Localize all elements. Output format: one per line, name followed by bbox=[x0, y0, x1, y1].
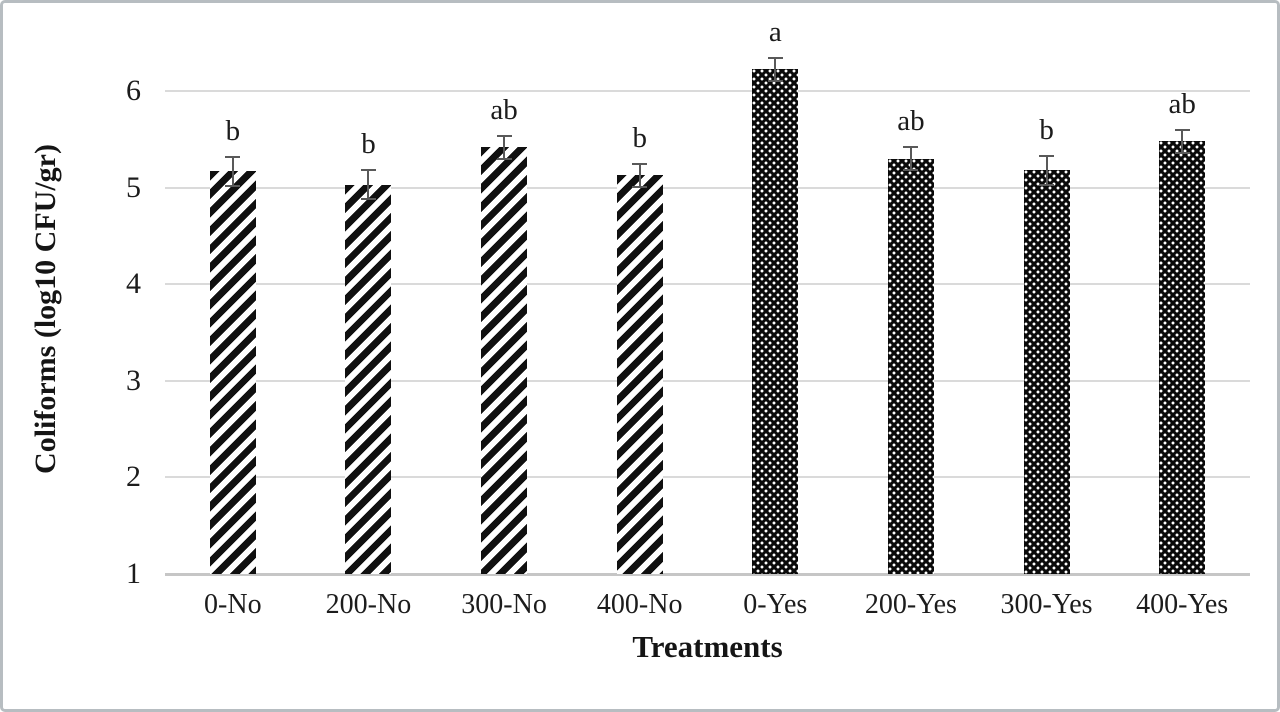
error-bar-line bbox=[1045, 154, 1048, 186]
gridline bbox=[165, 186, 1250, 189]
plot-area: b b ab b a ab b ab bbox=[165, 16, 1250, 576]
significance-letter: a bbox=[768, 15, 782, 48]
error-bar bbox=[767, 56, 783, 82]
error-bar bbox=[1039, 154, 1055, 186]
y-tick-label: 5 bbox=[126, 170, 141, 204]
error-bar-bottom-cap bbox=[225, 184, 241, 187]
error-bar-line bbox=[909, 146, 912, 172]
error-bar-line bbox=[503, 134, 506, 160]
y-axis-tick-labels: 1 2 3 4 5 6 bbox=[78, 43, 165, 590]
bar bbox=[887, 158, 934, 574]
error-bar bbox=[632, 162, 648, 188]
y-tick-label: 2 bbox=[126, 460, 141, 494]
error-bar-bottom-cap bbox=[767, 79, 783, 82]
x-tick-label: 400-No bbox=[596, 589, 683, 620]
error-bar-line bbox=[638, 162, 641, 188]
error-bar-line bbox=[1181, 128, 1184, 155]
significance-letter: b bbox=[361, 128, 376, 161]
x-tick-label: 0-No bbox=[204, 589, 262, 620]
bar bbox=[1023, 170, 1070, 574]
gridline bbox=[165, 476, 1250, 479]
error-bar bbox=[496, 134, 512, 160]
error-bar-top-cap bbox=[1039, 154, 1055, 157]
error-bar bbox=[360, 169, 376, 201]
error-bar-line bbox=[367, 169, 370, 201]
x-axis-title: Treatments bbox=[632, 629, 783, 664]
significance-letter: ab bbox=[490, 93, 518, 126]
y-tick-label: 4 bbox=[126, 267, 141, 301]
x-tick-label: 300-No bbox=[461, 589, 547, 620]
error-bar-top-cap bbox=[496, 134, 512, 137]
bar bbox=[481, 147, 528, 574]
error-bar bbox=[1174, 128, 1190, 155]
error-bar-top-cap bbox=[903, 146, 919, 149]
error-bar-line bbox=[774, 56, 777, 82]
x-tick-label: 0-Yes bbox=[743, 589, 808, 620]
error-bar-line bbox=[231, 155, 234, 187]
error-bar-bottom-cap bbox=[1039, 183, 1055, 186]
significance-letter: b bbox=[632, 121, 647, 154]
error-bar-top-cap bbox=[632, 162, 648, 165]
bar bbox=[1159, 141, 1206, 574]
y-tick-label: 3 bbox=[126, 363, 141, 397]
x-axis-line bbox=[165, 573, 1250, 576]
error-bar-top-cap bbox=[225, 155, 241, 158]
gridline bbox=[165, 283, 1250, 286]
error-bar-top-cap bbox=[360, 169, 376, 172]
y-tick-label: 6 bbox=[126, 74, 141, 108]
x-tick-label: 300-Yes bbox=[1000, 589, 1093, 620]
x-tick-label: 400-Yes bbox=[1136, 589, 1229, 620]
error-bar-bottom-cap bbox=[360, 198, 376, 201]
error-bar bbox=[225, 155, 241, 187]
bar bbox=[616, 175, 663, 574]
error-bar-bottom-cap bbox=[903, 169, 919, 172]
error-bar-bottom-cap bbox=[496, 157, 512, 160]
bar bbox=[752, 69, 799, 574]
bar bbox=[345, 184, 392, 574]
error-bar-top-cap bbox=[767, 56, 783, 59]
x-tick-label: 200-Yes bbox=[864, 589, 957, 620]
significance-letter: b bbox=[225, 114, 241, 147]
error-bar-bottom-cap bbox=[1174, 152, 1190, 155]
significance-letter: ab bbox=[1168, 87, 1196, 120]
significance-letter: b bbox=[1039, 113, 1054, 146]
error-bar-bottom-cap bbox=[632, 185, 648, 188]
significance-letter: ab bbox=[897, 105, 925, 138]
gridline bbox=[165, 379, 1250, 382]
error-bar-top-cap bbox=[1174, 128, 1190, 131]
y-tick-label: 1 bbox=[126, 557, 141, 590]
gridline bbox=[165, 90, 1250, 93]
error-bar bbox=[903, 146, 919, 172]
x-tick-label: 200-No bbox=[325, 589, 412, 620]
x-axis-tick-labels: 0-No 200-No 300-No 400-No 0-Yes 200-Yes 300-Ye… bbox=[165, 588, 1250, 624]
bar bbox=[209, 171, 256, 574]
